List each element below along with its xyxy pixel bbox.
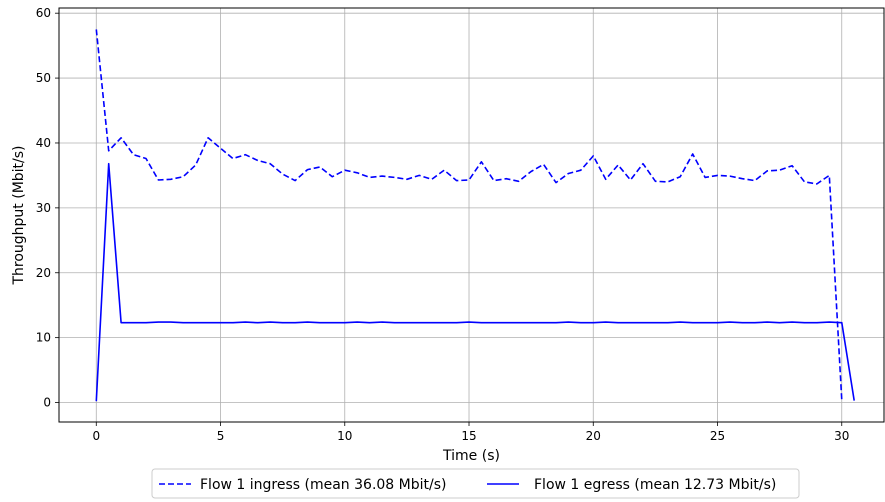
legend: Flow 1 ingress (mean 36.08 Mbit/s) Flow …	[151, 468, 800, 499]
x-tick-label: 25	[710, 429, 725, 443]
series-layer	[95, 29, 855, 402]
x-tick-label: 5	[217, 429, 225, 443]
x-tick-label: 30	[834, 429, 849, 443]
x-axis-label: Time (s)	[442, 448, 500, 464]
y-tick-label: 60	[36, 6, 51, 20]
y-tick-label: 10	[36, 331, 51, 345]
y-tick-label: 20	[36, 266, 51, 280]
legend-label-ingress: Flow 1 ingress (mean 36.08 Mbit/s)	[200, 477, 446, 493]
x-tick-label: 20	[586, 429, 601, 443]
plot-frame	[58, 7, 885, 423]
y-tick-label: 30	[36, 201, 51, 215]
grid	[59, 8, 884, 422]
ticks: 0 5 10 15 20 25 30 0 10 20 30 40 50 60	[36, 6, 850, 443]
legend-label-egress: Flow 1 egress (mean 12.73 Mbit/s)	[534, 477, 776, 493]
legend-box	[151, 468, 800, 499]
x-tick-label: 10	[337, 429, 352, 443]
x-tick-label: 0	[92, 429, 100, 443]
x-tick-label: 15	[461, 429, 476, 443]
y-tick-label: 40	[36, 136, 51, 150]
series-line-egress	[95, 162, 855, 402]
y-tick-label: 0	[43, 396, 51, 410]
y-tick-label: 50	[36, 71, 51, 85]
y-axis-label: Throughput (Mbit/s)	[11, 145, 27, 285]
series-line-ingress	[95, 29, 843, 401]
